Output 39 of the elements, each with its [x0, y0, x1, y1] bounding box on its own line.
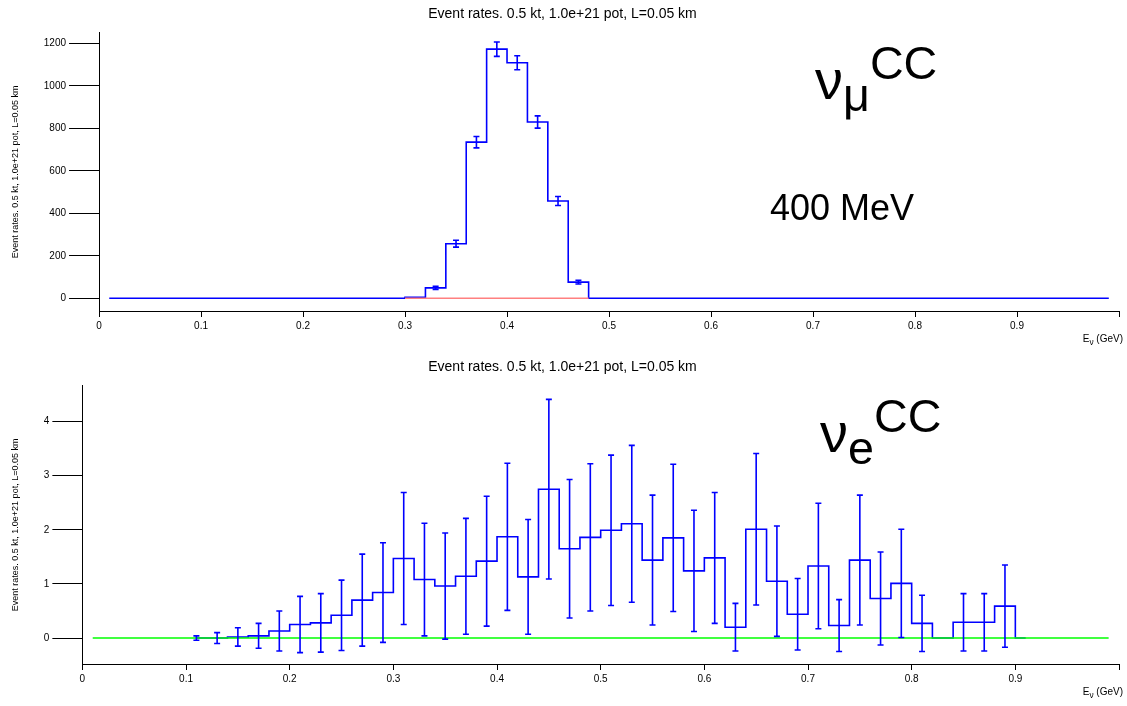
- y-tick-label: 4: [43, 415, 50, 427]
- y-tick-label: 600: [49, 164, 67, 176]
- x-axis-title: E$_{ν}$ (GeV): [1082, 686, 1123, 700]
- y-tick-label: 400: [49, 207, 67, 219]
- y-axis-title: Event rates. 0.5 kt, 1.0e+21 pot, L=0.05 km: [9, 85, 20, 259]
- x-tick-label: 0.8: [904, 672, 920, 684]
- y-tick-label: 1000: [43, 79, 67, 91]
- x-tick-label: 0: [96, 319, 103, 331]
- x-tick-label: 0.3: [386, 672, 401, 684]
- y-tick-label: 800: [49, 122, 67, 134]
- x-tick-label: 0.5: [593, 672, 609, 684]
- x-tick-label: 0.9: [1008, 672, 1023, 684]
- x-tick-label: 0.2: [296, 319, 311, 331]
- y-tick-label: 3: [43, 469, 50, 481]
- y-tick-label: 200: [49, 249, 67, 261]
- x-tick-label: 0.3: [398, 319, 413, 331]
- x-tick-label: 0.4: [500, 319, 515, 331]
- x-tick-label: 0.8: [908, 319, 923, 331]
- x-tick-label: 0.1: [179, 672, 194, 684]
- y-axis-title: Event rates. 0.5 kt, 1.0e+21 pot, L=0.05 km: [9, 438, 20, 612]
- y-tick-label: 0: [60, 292, 67, 304]
- y-tick-label: 1: [43, 577, 50, 589]
- y-tick-label: 1200: [43, 37, 67, 49]
- x-tick-label: 0.7: [806, 319, 821, 331]
- y-tick-label: 2: [43, 523, 50, 535]
- x-tick-label: 0: [79, 672, 86, 684]
- chart-title: Event rates. 0.5 kt, 1.0e+21 pot, L=0.05 km: [428, 5, 697, 22]
- annotation: 400 MeV: [770, 187, 915, 228]
- x-tick-label: 0.5: [602, 319, 617, 331]
- x-tick-label: 0.6: [697, 672, 712, 684]
- x-tick-label: 0.4: [490, 672, 505, 684]
- x-tick-label: 0.6: [704, 319, 719, 331]
- y-tick-label: 0: [43, 631, 50, 643]
- x-tick-label: 0.7: [801, 672, 816, 684]
- x-tick-label: 0.1: [194, 319, 209, 331]
- x-tick-label: 0.9: [1010, 319, 1025, 331]
- chart-title: Event rates. 0.5 kt, 1.0e+21 pot, L=0.05 km: [428, 358, 697, 375]
- x-axis-title: E$_{ν}$ (GeV): [1082, 333, 1123, 347]
- x-tick-label: 0.2: [282, 672, 298, 684]
